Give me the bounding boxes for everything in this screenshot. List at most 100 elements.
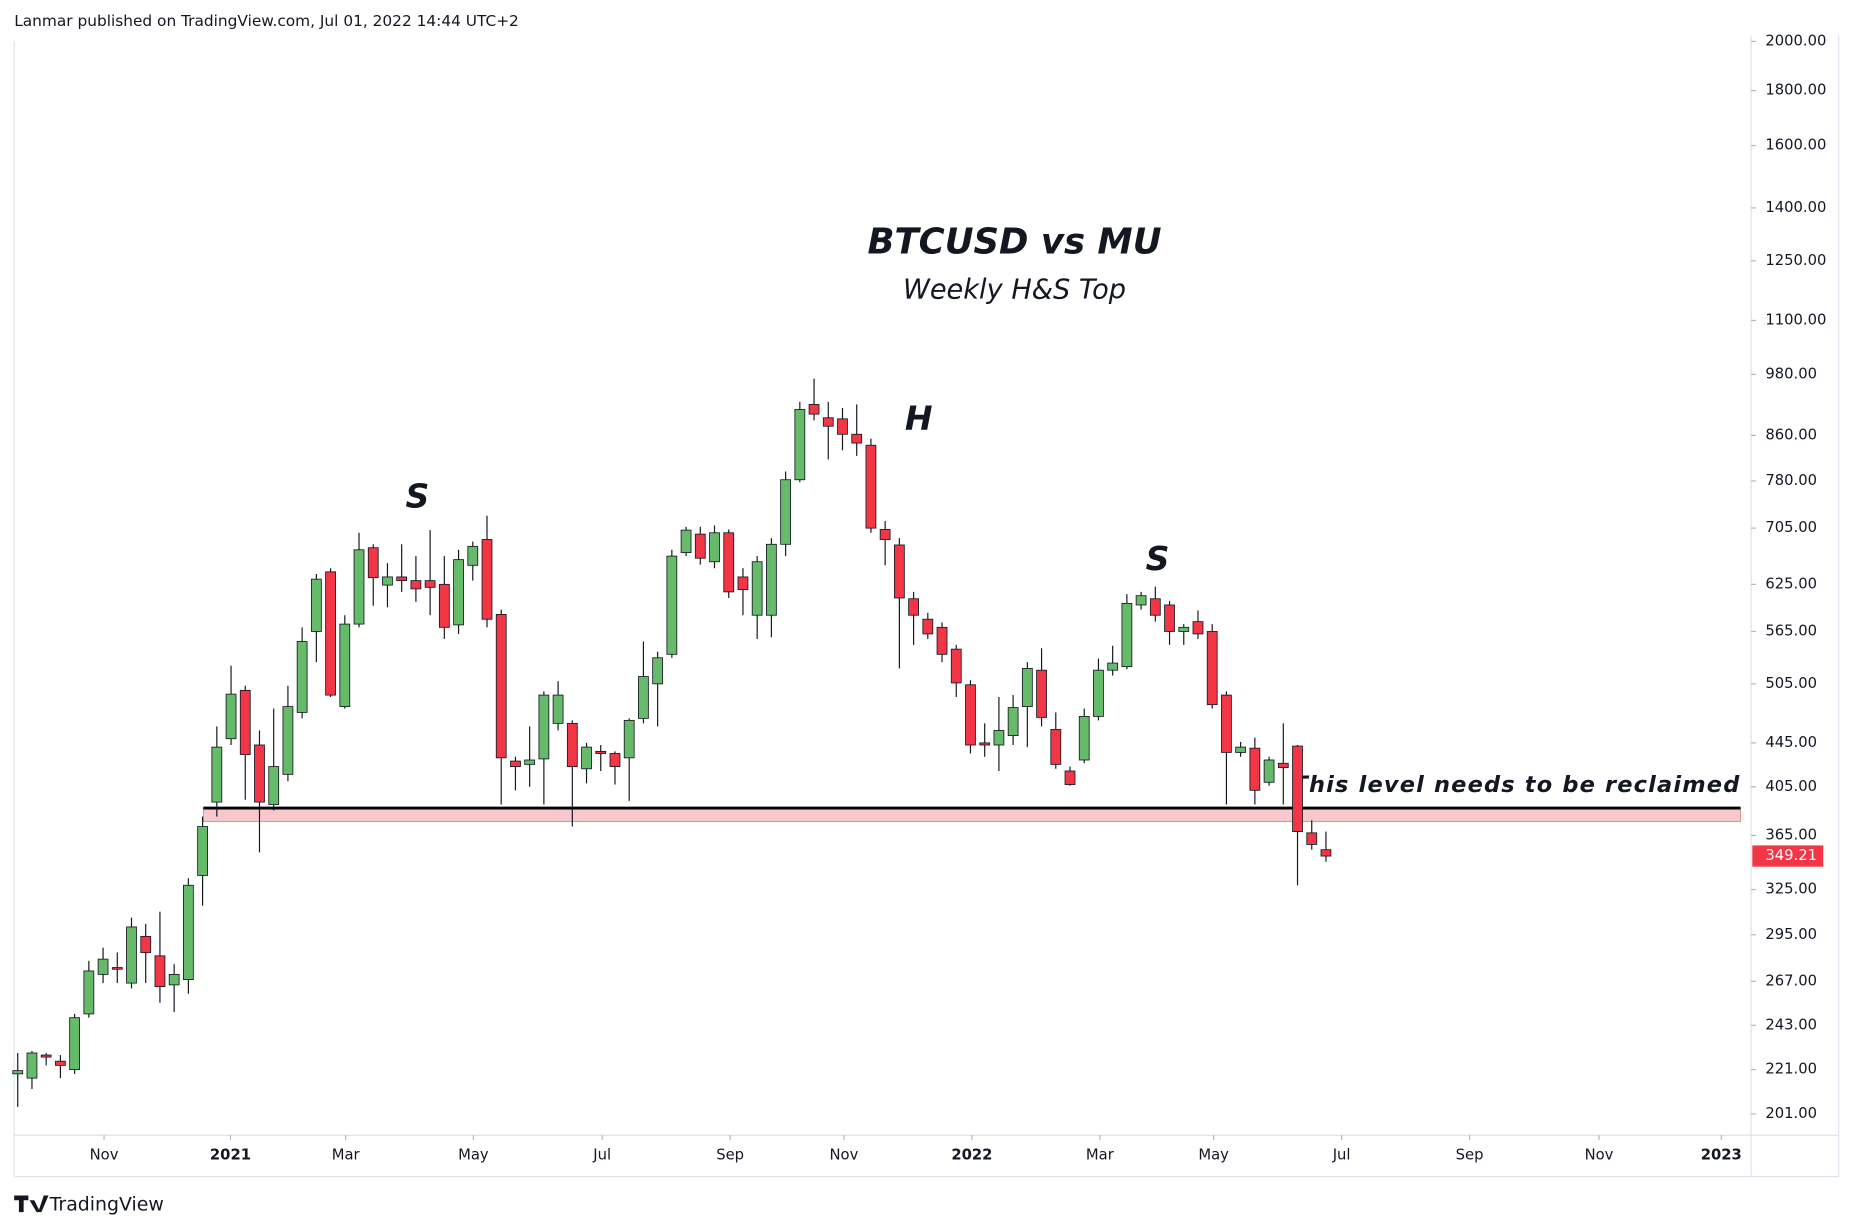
y-tick-label: 860.00 (1765, 426, 1817, 443)
candle-body (851, 433, 863, 444)
candle-body (623, 719, 635, 759)
y-tick-label: 243.00 (1765, 1016, 1817, 1033)
x-tick-label: Nov (829, 1146, 858, 1163)
candle-body (382, 576, 393, 586)
footer: TradingView (49, 1194, 164, 1216)
candle-body (652, 657, 664, 685)
y-tick-label: 405.00 (1765, 778, 1817, 795)
x-tick-label: Jul (592, 1146, 611, 1163)
candle-body (566, 722, 578, 767)
candle-body (552, 694, 564, 724)
candle-body (1206, 631, 1218, 706)
candle-body (893, 544, 905, 599)
candle-body (993, 730, 1005, 746)
x-tick-label: Sep (716, 1146, 744, 1163)
candle-body (950, 648, 962, 684)
candle-body (168, 973, 180, 986)
annotation: This level needs to be reclaimed (1293, 772, 1741, 798)
candle-body (694, 533, 706, 559)
y-tick-label: 1400.00 (1765, 199, 1826, 216)
y-tick-label: 705.00 (1765, 519, 1817, 536)
header: Lanmar published on TradingView.com, Jul… (14, 12, 519, 30)
candle-body (581, 746, 592, 770)
candle-body (524, 759, 536, 765)
x-tick-label: Mar (1086, 1146, 1115, 1163)
y-tick-label: 980.00 (1765, 365, 1817, 382)
candle-body (1263, 759, 1275, 783)
candle-body (325, 571, 336, 696)
candle-body (766, 543, 777, 616)
candle-body (296, 641, 308, 713)
candle-body (666, 555, 678, 655)
x-tick-label: May (1198, 1146, 1229, 1163)
x-tick-label: 2023 (1701, 1146, 1742, 1163)
candle-body (367, 547, 379, 579)
y-tick-label: 565.00 (1765, 622, 1817, 639)
candle-body (1078, 715, 1090, 761)
candle-body (595, 750, 607, 754)
candle-body (1135, 595, 1147, 606)
candle-body (751, 561, 763, 616)
candle-body (609, 753, 621, 767)
y-tick-label: 267.00 (1765, 972, 1817, 989)
candle-body (1277, 762, 1289, 769)
candle-body (1306, 832, 1318, 845)
candle-body (140, 935, 152, 953)
y-tick-label: 1100.00 (1765, 311, 1826, 328)
y-tick-label: 1250.00 (1765, 252, 1826, 269)
frame (13, 35, 1840, 1178)
x-tick-label: Mar (332, 1146, 361, 1163)
chart-title: BTCUSD vs MU (867, 222, 1161, 263)
candle-body (822, 417, 834, 427)
candle-body (709, 532, 720, 563)
candle-body (126, 926, 137, 984)
candle-body (40, 1054, 52, 1058)
candle-body (1235, 746, 1247, 753)
candle-body (510, 760, 521, 767)
y-tick-label: 221.00 (1765, 1061, 1817, 1078)
candle-body (1192, 621, 1204, 635)
candle-body (55, 1060, 66, 1066)
x-tick-label: Sep (1456, 1146, 1484, 1163)
candle-body (965, 684, 976, 746)
logo-icon (14, 1195, 49, 1213)
candle-body (396, 576, 408, 582)
candle-body (680, 529, 692, 554)
y-tick-label: 445.00 (1765, 734, 1817, 751)
y-tick-label: 1600.00 (1765, 137, 1826, 154)
candle-body (26, 1052, 38, 1079)
candle-body (467, 545, 479, 566)
candle-body (936, 626, 948, 655)
candle-body (979, 742, 991, 746)
candle-body (97, 958, 109, 975)
candle-body (254, 744, 265, 803)
price-tag-label: 349.21 (1765, 847, 1817, 864)
candle-body (1064, 770, 1076, 785)
candle-body (879, 529, 891, 540)
candle-body (1021, 667, 1033, 708)
candle-body (1320, 849, 1332, 857)
annotation: H (905, 398, 933, 437)
chart-subtitle: Weekly H&S Top (903, 275, 1126, 306)
candle-body (197, 826, 208, 876)
candle-body (495, 614, 507, 759)
level-zone (202, 807, 1741, 823)
candle-body (1036, 669, 1047, 718)
candle-body (1249, 747, 1261, 791)
footer-logo: TradingView (14, 1194, 164, 1216)
price-tag (1752, 845, 1824, 867)
x-tick-label: Nov (1585, 1146, 1614, 1163)
candle-body (282, 706, 294, 775)
candle-body (353, 549, 365, 625)
x-tick-label: Jul (1332, 1146, 1351, 1163)
candle-body (1107, 662, 1119, 671)
annotation: S (1146, 539, 1170, 578)
candle-body (481, 539, 493, 620)
candle-body (339, 623, 351, 708)
candle-body (183, 884, 194, 981)
candle-body (268, 766, 280, 805)
candle-body (794, 409, 806, 481)
candle-body (225, 693, 237, 740)
y-tick-label: 505.00 (1765, 675, 1817, 692)
y-tick-label: 2000.00 (1765, 32, 1826, 49)
